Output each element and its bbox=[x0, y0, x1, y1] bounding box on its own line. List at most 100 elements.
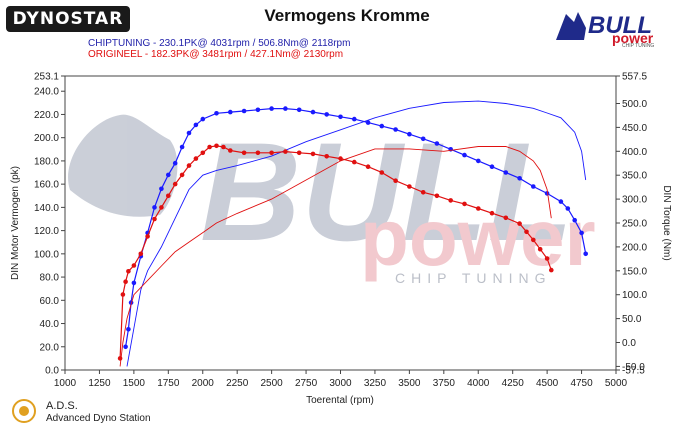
data-point-origineel bbox=[489, 210, 495, 216]
y-axis-right-label: DIN Torque (Nm) bbox=[661, 185, 672, 260]
x-tick-label: 5000 bbox=[605, 378, 628, 389]
data-point-origineel bbox=[207, 144, 212, 150]
data-point-origineel bbox=[434, 193, 440, 199]
x-axis-label: Toerental (rpm) bbox=[306, 395, 374, 406]
y-axis-left-label: DIN Motor Vermogen (pk) bbox=[10, 166, 21, 280]
data-point-origineel bbox=[338, 156, 343, 161]
data-point-origineel bbox=[179, 172, 185, 178]
data-point-origineel bbox=[462, 201, 467, 207]
data-point-chiptuning bbox=[352, 116, 357, 122]
x-tick-label: 3500 bbox=[398, 378, 421, 389]
y-left-tick-label: 160.0 bbox=[34, 180, 59, 191]
y-right-tick-label: 100.0 bbox=[622, 290, 647, 301]
data-point-chiptuning bbox=[379, 123, 385, 129]
y-left-tick-label: 253.1 bbox=[34, 72, 59, 83]
data-point-origineel bbox=[549, 267, 554, 273]
x-tick-label: 4500 bbox=[536, 378, 559, 389]
bullpower-logo-main: BULL bbox=[588, 12, 652, 39]
x-tick-label: 2250 bbox=[226, 378, 249, 389]
data-point-chiptuning bbox=[269, 106, 274, 111]
data-point-chiptuning bbox=[579, 230, 584, 236]
data-point-chiptuning bbox=[193, 122, 199, 128]
data-point-chiptuning bbox=[131, 280, 137, 286]
y-right-tick-label: 350.0 bbox=[622, 171, 647, 182]
data-point-origineel bbox=[379, 170, 385, 175]
data-point-origineel bbox=[241, 150, 247, 156]
data-point-origineel bbox=[221, 144, 226, 150]
data-point-origineel bbox=[420, 190, 426, 195]
data-point-origineel bbox=[120, 292, 126, 297]
data-point-origineel bbox=[448, 198, 454, 203]
bullpower-logo: BULL power CHIP TUNING bbox=[556, 12, 654, 49]
bull-head-icon bbox=[556, 12, 586, 40]
watermark: BULL power CHIP TUNING bbox=[68, 113, 596, 286]
data-point-chiptuning bbox=[365, 120, 371, 125]
data-point-chiptuning bbox=[338, 114, 343, 120]
data-point-chiptuning bbox=[489, 164, 495, 169]
data-point-chiptuning bbox=[503, 170, 509, 175]
y-right-tick-label: -57.5 bbox=[622, 366, 645, 377]
data-point-chiptuning bbox=[434, 141, 440, 146]
data-point-chiptuning bbox=[310, 109, 316, 115]
data-point-chiptuning bbox=[296, 107, 302, 113]
data-point-chiptuning bbox=[324, 112, 330, 117]
y-left-tick-label: 200.0 bbox=[34, 133, 59, 144]
data-point-chiptuning bbox=[126, 327, 131, 332]
y-left-tick-label: 20.0 bbox=[40, 342, 60, 353]
y-left-tick-label: 140.0 bbox=[34, 203, 59, 214]
footer-subtitle: Advanced Dyno Station bbox=[46, 413, 151, 424]
x-tick-label: 3250 bbox=[364, 378, 387, 389]
data-point-origineel bbox=[537, 246, 543, 252]
y-left-tick-label: 120.0 bbox=[34, 226, 59, 237]
data-point-origineel bbox=[228, 148, 233, 153]
data-point-origineel bbox=[269, 150, 274, 156]
x-tick-label: 2750 bbox=[295, 378, 318, 389]
x-axis: 1000 1250 1500 1750 2000 2250 2500 2750 3000 3250… bbox=[54, 370, 628, 389]
data-point-origineel bbox=[255, 150, 261, 156]
y-right-tick-label: 150.0 bbox=[622, 266, 647, 277]
y-right-tick-label: 500.0 bbox=[622, 99, 647, 110]
data-point-chiptuning bbox=[123, 344, 128, 350]
data-point-origineel bbox=[131, 263, 137, 268]
y-left-tick-label: 40.0 bbox=[40, 319, 60, 330]
y-left-tick-label: 100.0 bbox=[34, 249, 59, 260]
y-left-tick-label: 240.0 bbox=[34, 87, 59, 98]
series-line-chiptuning-torque bbox=[126, 100, 587, 367]
data-point-origineel bbox=[172, 181, 178, 187]
series-group bbox=[117, 100, 588, 367]
x-tick-label: 4250 bbox=[502, 378, 525, 389]
data-point-chiptuning bbox=[558, 199, 564, 204]
y-left-tick-label: 80.0 bbox=[40, 273, 60, 284]
data-point-chiptuning bbox=[531, 184, 536, 189]
data-point-origineel bbox=[123, 279, 128, 285]
legend-chiptuning: CHIPTUNING - 230.1PK@ 4031rpm / 506.8Nm@… bbox=[88, 38, 351, 49]
data-point-chiptuning bbox=[166, 172, 171, 178]
x-tick-label: 4000 bbox=[467, 378, 490, 389]
x-tick-label: 1750 bbox=[157, 378, 180, 389]
y-right-tick-label: 200.0 bbox=[622, 242, 647, 253]
data-point-chiptuning bbox=[152, 205, 157, 210]
x-tick-label: 2000 bbox=[192, 378, 215, 389]
data-point-chiptuning bbox=[214, 111, 219, 116]
data-point-origineel bbox=[393, 178, 398, 183]
data-point-chiptuning bbox=[407, 131, 412, 137]
data-point-origineel bbox=[126, 269, 131, 274]
y-right-tick-label: 0.0 bbox=[622, 338, 636, 349]
data-point-origineel bbox=[296, 150, 302, 156]
data-point-origineel bbox=[310, 151, 316, 157]
chart-title: Vermogens Kromme bbox=[264, 6, 430, 25]
data-point-chiptuning bbox=[572, 217, 577, 223]
data-point-chiptuning bbox=[255, 107, 261, 113]
y-right-tick-label: 250.0 bbox=[622, 219, 647, 230]
data-point-origineel bbox=[407, 184, 412, 189]
data-point-chiptuning bbox=[159, 186, 164, 192]
x-tick-label: 3750 bbox=[433, 378, 456, 389]
watermark-tag: CHIP TUNING bbox=[395, 270, 552, 286]
y-axis-right: -57.5-50.0 0.0 50.0 100.0 150.0 200.0 250.0 300… bbox=[616, 72, 647, 377]
data-point-origineel bbox=[138, 251, 144, 257]
data-point-chiptuning bbox=[517, 176, 522, 181]
dynostar-logo-text: DYNOSTAR bbox=[12, 9, 124, 29]
x-tick-label: 2500 bbox=[261, 378, 284, 389]
y-left-tick-label: 220.0 bbox=[34, 110, 59, 121]
data-point-chiptuning bbox=[420, 136, 426, 142]
